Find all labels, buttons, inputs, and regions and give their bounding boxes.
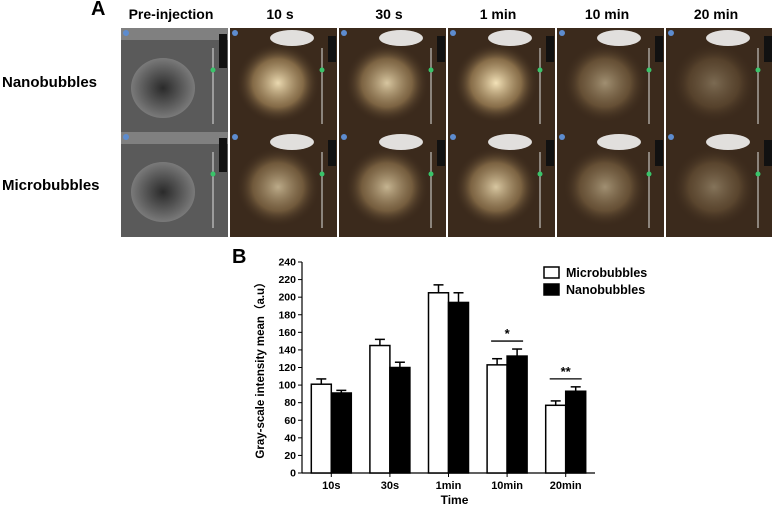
bar-nanobubbles	[447, 301, 470, 474]
y-tick-label: 200	[278, 292, 296, 304]
y-tick-label: 140	[278, 344, 296, 356]
bar-microbubbles	[427, 292, 450, 474]
ultrasound-image	[339, 28, 446, 133]
ultrasound-image	[339, 132, 446, 237]
x-tick-label: 20min	[550, 480, 582, 492]
panel-b-letter: B	[232, 246, 247, 268]
bar-microbubbles	[486, 364, 508, 474]
ultrasound-image	[448, 132, 555, 237]
ultrasound-image	[557, 28, 664, 133]
ultrasound-image	[666, 28, 772, 133]
y-tick-label: 40	[284, 432, 296, 444]
ultrasound-image	[448, 28, 555, 133]
legend-label-microbubbles: Microbubbles	[566, 266, 647, 280]
y-tick-label: 120	[278, 362, 296, 374]
y-tick-label: 100	[278, 380, 296, 392]
significance-marker: **	[561, 364, 572, 379]
column-label-1min: 1 min	[479, 6, 517, 22]
y-tick-label: 220	[278, 274, 296, 286]
ultrasound-image	[230, 132, 337, 237]
column-label-10s: 10 s	[266, 6, 294, 22]
y-tick-label: 180	[278, 309, 296, 321]
y-tick-label: 240	[278, 257, 296, 269]
ultrasound-image	[666, 132, 772, 237]
legend-swatch-microbubbles	[543, 266, 560, 279]
ultrasound-image	[121, 28, 228, 133]
row-label-microbubbles: Microbubbles	[2, 177, 100, 194]
legend-swatch-nanobubbles	[543, 283, 560, 296]
bar-microbubbles	[310, 383, 333, 474]
x-tick-label: 10min	[491, 480, 523, 492]
bar-microbubbles	[544, 404, 567, 474]
column-label-30s: 30 s	[375, 6, 403, 22]
column-label-20min: 20 min	[693, 6, 739, 22]
bar-chart: 0 20 40 60 80 100 120 140 160 180 200 220 240 Gray-sc…	[253, 257, 647, 507]
bar-microbubbles	[369, 344, 391, 474]
significance-marker: *	[505, 326, 511, 341]
y-axis-label: Gray-scale intensity mean（a.u）	[253, 276, 267, 458]
y-tick-label: 20	[284, 450, 296, 462]
column-label-10min: 10 min	[584, 6, 630, 22]
legend-label-nanobubbles: Nanobubbles	[566, 283, 645, 297]
ultrasound-image	[121, 132, 228, 237]
y-tick-label: 0	[290, 468, 296, 480]
ultrasound-image	[557, 132, 664, 237]
bar-nanobubbles	[564, 390, 587, 474]
bar-nanobubbles	[389, 366, 411, 474]
x-tick-label: 30s	[381, 480, 399, 492]
x-axis-label: Time	[441, 493, 469, 507]
row-label-nanobubbles: Nanobubbles	[2, 74, 98, 91]
x-tick-label: 1min	[436, 480, 462, 492]
x-tick-label: 10s	[322, 480, 340, 492]
column-label-pre-injection: Pre-injection	[128, 6, 214, 22]
bar-nanobubbles	[330, 392, 353, 474]
y-tick-label: 60	[284, 415, 296, 427]
y-tick-label: 160	[278, 327, 296, 339]
ultrasound-image	[230, 28, 337, 133]
y-tick-label: 80	[284, 397, 296, 409]
bar-nanobubbles	[506, 355, 528, 474]
panel-a-letter: A	[91, 0, 106, 20]
